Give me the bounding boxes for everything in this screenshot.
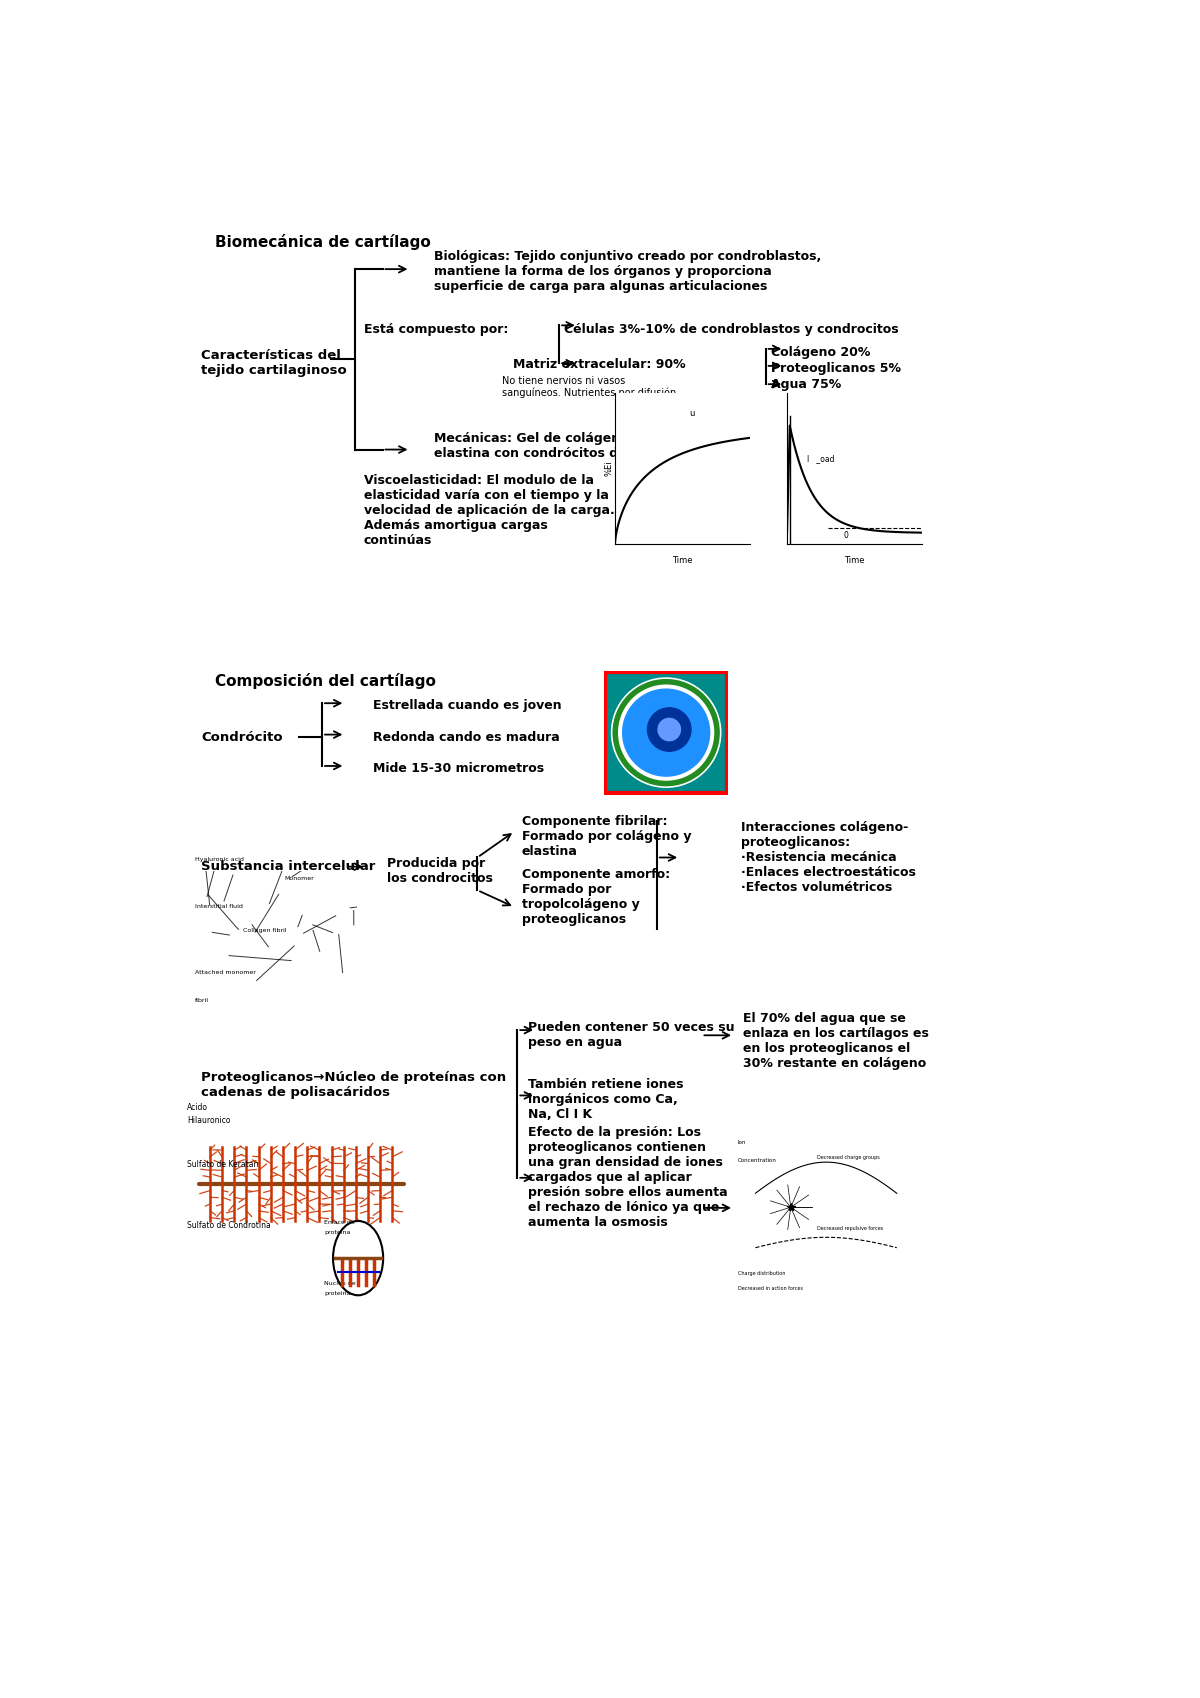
Text: Viscoelasticidad: El modulo de la
elasticidad varía con el tiempo y la
velocidad: Viscoelasticidad: El modulo de la elasti… bbox=[364, 474, 614, 547]
Text: Está compuesto por:: Está compuesto por: bbox=[364, 323, 509, 336]
Text: Mecánicas: Gel de colágeno y
elastina con condrócitos dispersos: Mecánicas: Gel de colágeno y elastina co… bbox=[433, 431, 676, 460]
Text: Biológicas: Tejido conjuntivo creado por condroblastos,
mantiene la forma de los: Biológicas: Tejido conjuntivo creado por… bbox=[433, 250, 821, 294]
Text: Componente amorfo:
Formado por
tropolcolágeno y
proteoglicanos: Componente amorfo: Formado por tropolcol… bbox=[522, 868, 670, 925]
Text: Pueden contener 50 veces su
peso en agua: Pueden contener 50 veces su peso en agua bbox=[528, 1020, 734, 1049]
Text: Matriz extracelular: 90%: Matriz extracelular: 90% bbox=[512, 358, 685, 372]
Text: Proteoglicanos 5%: Proteoglicanos 5% bbox=[772, 362, 901, 375]
Text: Células 3%-10% de condroblastos y condrocitos: Células 3%-10% de condroblastos y condro… bbox=[564, 323, 899, 336]
Text: Producida por
los condrocitos: Producida por los condrocitos bbox=[388, 856, 493, 885]
Text: Proteoglicanos→Núcleo de proteínas con
cadenas de polisacáridos: Proteoglicanos→Núcleo de proteínas con c… bbox=[202, 1071, 506, 1099]
Text: Biomecánica de cartílago: Biomecánica de cartílago bbox=[215, 234, 431, 250]
Text: Efecto de la presión: Los
proteoglicanos contienen
una gran densidad de iones
ca: Efecto de la presión: Los proteoglicanos… bbox=[528, 1126, 727, 1229]
Text: El 70% del agua que se
enlaza en los cartílagos es
en los proteoglicanos el
30% : El 70% del agua que se enlaza en los car… bbox=[743, 1012, 929, 1070]
Text: Composición del cartílago: Composición del cartílago bbox=[215, 672, 436, 689]
Text: Componente fibrilar:
Formado por colágeno y
elastina: Componente fibrilar: Formado por colágen… bbox=[522, 815, 691, 857]
Text: Substancia intercelular: Substancia intercelular bbox=[202, 861, 376, 873]
Text: Colágeno 20%: Colágeno 20% bbox=[772, 346, 871, 360]
Text: Estrellada cuando es joven: Estrellada cuando es joven bbox=[373, 700, 562, 713]
Text: Características del
tejido cartilaginoso: Características del tejido cartilaginoso bbox=[202, 350, 347, 377]
Text: Agua 75%: Agua 75% bbox=[772, 377, 841, 391]
Text: Redonda cando es madura: Redonda cando es madura bbox=[373, 730, 560, 744]
Text: Interacciones colágeno-
proteoglicanos:
·Resistencia mecánica
·Enlaces electroes: Interacciones colágeno- proteoglicanos: … bbox=[740, 822, 916, 893]
Text: No tiene nervios ni vasos
sanguíneos. Nutrientes por difusión: No tiene nervios ni vasos sanguíneos. Nu… bbox=[502, 375, 676, 397]
Text: Mide 15-30 micrometros: Mide 15-30 micrometros bbox=[373, 762, 545, 774]
Text: También retiene iones
inorgánicos como Ca,
Na, Cl I K: También retiene iones inorgánicos como C… bbox=[528, 1078, 683, 1121]
Text: Condrócito: Condrócito bbox=[202, 730, 283, 744]
